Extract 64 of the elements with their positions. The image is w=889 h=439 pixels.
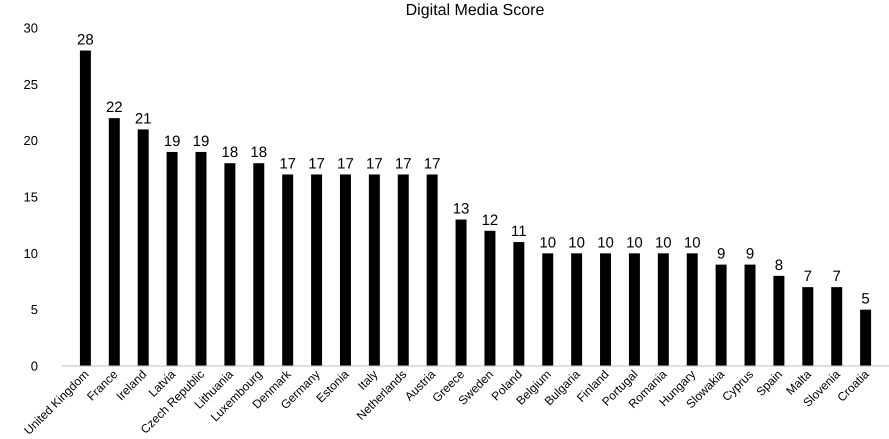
data-label: 28 bbox=[77, 32, 94, 49]
data-label: 10 bbox=[539, 234, 556, 252]
bar bbox=[744, 264, 756, 366]
bar bbox=[311, 174, 322, 366]
bar bbox=[224, 163, 236, 366]
bar bbox=[686, 253, 698, 366]
bar bbox=[860, 310, 872, 366]
y-tick-label: 25 bbox=[24, 76, 38, 92]
bar bbox=[658, 253, 669, 366]
data-label: 9 bbox=[716, 246, 726, 263]
data-label: 10 bbox=[597, 234, 614, 252]
bar bbox=[831, 287, 842, 366]
data-label: 19 bbox=[192, 132, 210, 150]
data-label: 10 bbox=[626, 234, 643, 252]
bar bbox=[802, 287, 814, 366]
bar bbox=[600, 253, 612, 366]
y-tick-label: 0 bbox=[30, 358, 38, 374]
data-label: 17 bbox=[279, 155, 296, 172]
y-tick-label: 15 bbox=[24, 190, 38, 205]
data-label: 12 bbox=[482, 212, 498, 229]
data-label: 17 bbox=[394, 155, 412, 172]
data-label: 21 bbox=[134, 110, 152, 128]
data-label: 7 bbox=[832, 268, 841, 286]
data-label: 10 bbox=[654, 234, 672, 252]
data-label: 7 bbox=[804, 268, 812, 286]
bar bbox=[571, 253, 582, 366]
data-label: 17 bbox=[424, 155, 440, 172]
bar bbox=[426, 174, 438, 366]
bar bbox=[513, 242, 524, 366]
bar bbox=[340, 174, 351, 366]
bar bbox=[166, 152, 178, 366]
data-label: 13 bbox=[452, 200, 470, 218]
data-label: 17 bbox=[337, 155, 354, 172]
bar bbox=[542, 253, 554, 366]
bar bbox=[138, 129, 149, 366]
data-label: 8 bbox=[774, 256, 784, 274]
y-tick-label: 5 bbox=[30, 302, 38, 318]
y-tick-label: 30 bbox=[24, 20, 38, 36]
bar bbox=[80, 50, 91, 366]
data-label: 9 bbox=[746, 246, 754, 263]
data-label: 10 bbox=[568, 234, 585, 252]
data-label: 10 bbox=[684, 234, 701, 252]
bar bbox=[282, 174, 294, 366]
y-tick-label: 20 bbox=[24, 133, 38, 148]
data-label: 18 bbox=[222, 144, 238, 162]
chart-title: Digital Media Score bbox=[406, 2, 544, 19]
bar bbox=[253, 163, 264, 366]
bar bbox=[398, 174, 409, 366]
data-label: 18 bbox=[250, 144, 268, 162]
bar bbox=[108, 118, 120, 366]
bar bbox=[628, 253, 640, 366]
bar bbox=[456, 220, 467, 366]
y-tick-label: 10 bbox=[24, 246, 38, 261]
data-label: 17 bbox=[366, 155, 383, 172]
bar bbox=[484, 230, 496, 366]
data-label: 11 bbox=[511, 223, 527, 240]
data-label: 19 bbox=[164, 132, 180, 150]
data-label: 17 bbox=[308, 155, 325, 172]
bar bbox=[716, 264, 727, 366]
data-label: 5 bbox=[861, 290, 870, 308]
bar bbox=[196, 152, 206, 366]
bar bbox=[773, 276, 784, 366]
bar bbox=[368, 174, 380, 366]
data-label: 22 bbox=[106, 99, 123, 116]
